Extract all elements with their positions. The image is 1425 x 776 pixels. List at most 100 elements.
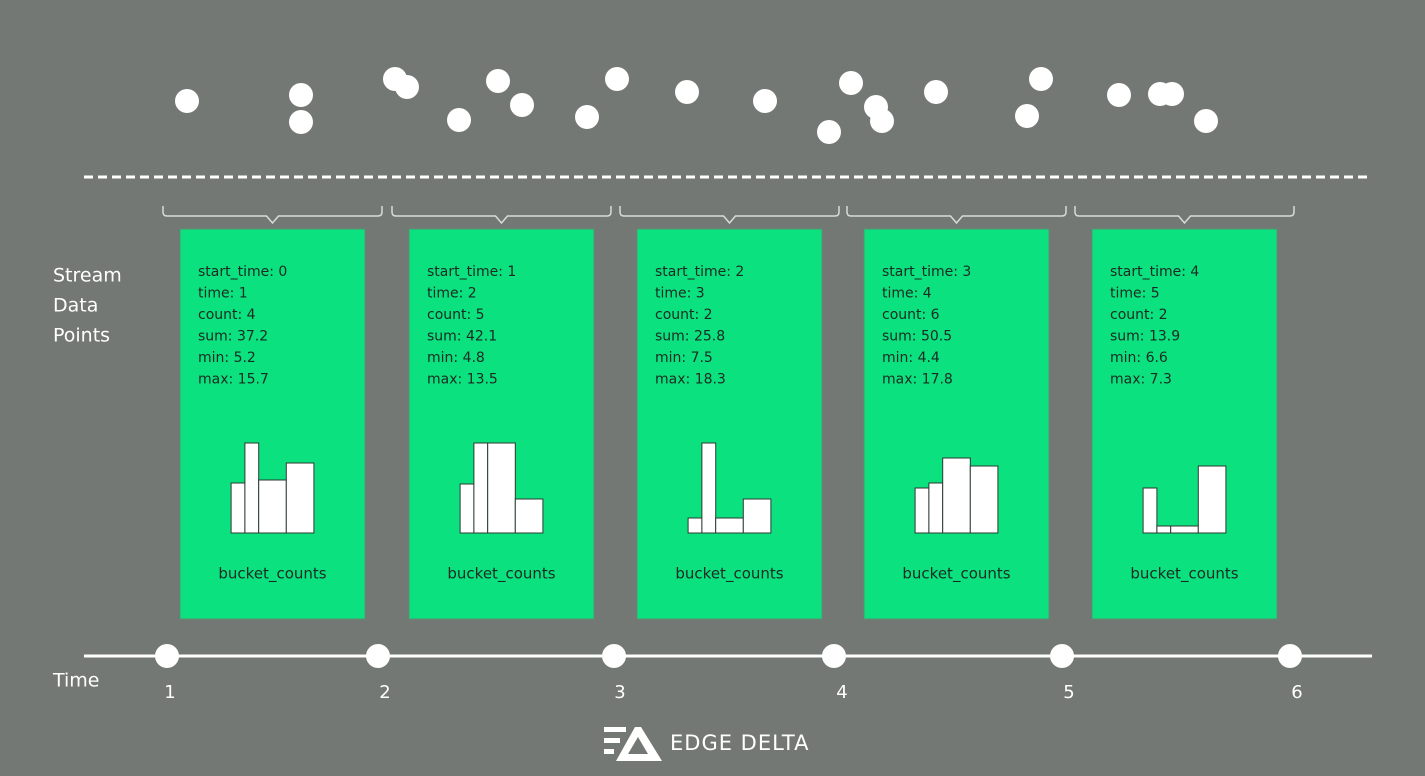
bucket-bar: [459, 483, 475, 534]
stream-dot: [839, 71, 863, 95]
card-field: count: 4: [198, 307, 256, 323]
bucket-bar: [715, 517, 744, 534]
logo: EDGE DELTA: [604, 727, 809, 761]
time-tick-label: 1: [164, 682, 175, 703]
side-label: Points: [53, 325, 110, 347]
brace: [391, 206, 612, 225]
time-tick-label: 4: [836, 682, 847, 703]
time-tick-label: 3: [614, 682, 625, 703]
time-tick-label: 2: [379, 682, 390, 703]
stream-dot: [486, 69, 510, 93]
card-field: start_time: 0: [198, 264, 287, 280]
side-label: Stream: [53, 265, 122, 287]
bucket-bar: [942, 457, 971, 534]
card-field: start_time: 1: [427, 264, 516, 280]
bucket-bar: [1197, 465, 1227, 534]
bucket-bar: [1170, 525, 1199, 534]
stream-dot: [924, 80, 948, 104]
card-field: count: 2: [655, 307, 713, 323]
stream-dot: [1015, 104, 1039, 128]
stream-dot: [1029, 67, 1053, 91]
time-dot: [1278, 644, 1302, 668]
stream-dot: [175, 89, 199, 113]
brace: [162, 206, 383, 225]
card-field: min: 6.6: [1110, 350, 1168, 366]
data-point-card: start_time: 3 time: 4 count: 6 sum: 50.5 min…: [846, 206, 1067, 620]
bucket-bar: [514, 498, 544, 534]
time-tick-label: 6: [1291, 682, 1302, 703]
logo-icon: [604, 727, 662, 761]
card-caption: bucket_counts: [218, 565, 326, 584]
card-box: [636, 228, 823, 620]
card-field: start_time: 2: [655, 264, 744, 280]
bucket-bar: [928, 482, 944, 534]
stream-dot: [447, 108, 471, 132]
card-field: time: 4: [882, 286, 932, 302]
stream-dot: [575, 105, 599, 129]
bucket-bar: [285, 462, 315, 534]
bucket-bar: [473, 442, 489, 534]
data-point-card: start_time: 2 time: 3 count: 2 sum: 25.8 min…: [619, 206, 840, 620]
logo-text: EDGE DELTA: [670, 731, 809, 755]
bucket-bar: [258, 479, 287, 534]
stream-dot: [870, 109, 894, 133]
stream-dot: [1194, 109, 1218, 133]
card-caption: bucket_counts: [675, 565, 783, 584]
bucket-bar: [244, 442, 260, 534]
card-field: time: 3: [655, 286, 705, 302]
brace: [846, 206, 1067, 225]
card-field: max: 7.3: [1110, 372, 1172, 388]
card-field: count: 2: [1110, 307, 1168, 323]
stream-dot: [1160, 82, 1184, 106]
card-field: count: 6: [882, 307, 940, 323]
bucket-bar: [687, 517, 703, 534]
card-field: sum: 13.9: [1110, 329, 1180, 345]
card-field: time: 5: [1110, 286, 1160, 302]
stream-dot: [817, 120, 841, 144]
bucket-bar: [701, 442, 717, 534]
brace: [1074, 206, 1295, 225]
card-caption: bucket_counts: [1130, 565, 1238, 584]
side-label: Data: [53, 295, 98, 317]
time-dot: [155, 644, 179, 668]
card-field: sum: 42.1: [427, 329, 497, 345]
card-field: max: 17.8: [882, 372, 953, 388]
stream-dot: [289, 83, 313, 107]
card-caption: bucket_counts: [447, 565, 555, 584]
brace: [619, 206, 840, 225]
card-field: count: 5: [427, 307, 485, 323]
time-label: Time: [52, 670, 100, 692]
bucket-bar: [1142, 487, 1158, 534]
stream-dot: [605, 67, 629, 91]
data-point-card: start_time: 0 time: 1 count: 4 sum: 37.2 min…: [162, 206, 383, 620]
bucket-bar: [969, 465, 999, 534]
card-field: min: 7.5: [655, 350, 713, 366]
stream-dot: [1107, 83, 1131, 107]
stream-dot: [510, 93, 534, 117]
bucket-bar: [487, 442, 516, 534]
time-dot: [1050, 644, 1074, 668]
card-field: min: 5.2: [198, 350, 256, 366]
bucket-bar: [742, 498, 772, 534]
stream-dot: [395, 75, 419, 99]
card-field: start_time: 4: [1110, 264, 1199, 280]
stream-dot: [753, 89, 777, 113]
card-box: [408, 228, 595, 620]
time-tick-label: 5: [1063, 682, 1074, 703]
card-field: sum: 25.8: [655, 329, 725, 345]
card-box: [179, 228, 366, 620]
stream-dot: [675, 80, 699, 104]
card-field: sum: 37.2: [198, 329, 268, 345]
time-dot: [602, 644, 626, 668]
card-field: max: 15.7: [198, 372, 269, 388]
stream-dot: [289, 110, 313, 134]
card-field: min: 4.4: [882, 350, 940, 366]
card-caption: bucket_counts: [902, 565, 1010, 584]
bucket-bar: [230, 482, 246, 534]
time-dot: [366, 644, 390, 668]
time-dot: [822, 644, 846, 668]
card-field: sum: 50.5: [882, 329, 952, 345]
card-field: max: 18.3: [655, 372, 726, 388]
data-point-card: start_time: 4 time: 5 count: 2 sum: 13.9 min…: [1074, 206, 1295, 620]
